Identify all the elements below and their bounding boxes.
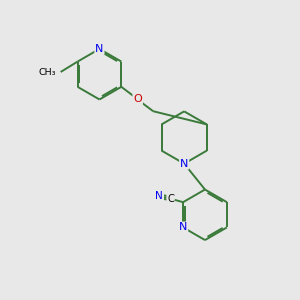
Text: N: N <box>155 191 163 201</box>
Text: CH₃: CH₃ <box>38 68 56 77</box>
Text: N: N <box>95 44 104 54</box>
Text: N: N <box>179 222 187 233</box>
Text: N: N <box>180 159 188 169</box>
Text: C: C <box>167 194 174 204</box>
Text: O: O <box>133 94 142 104</box>
